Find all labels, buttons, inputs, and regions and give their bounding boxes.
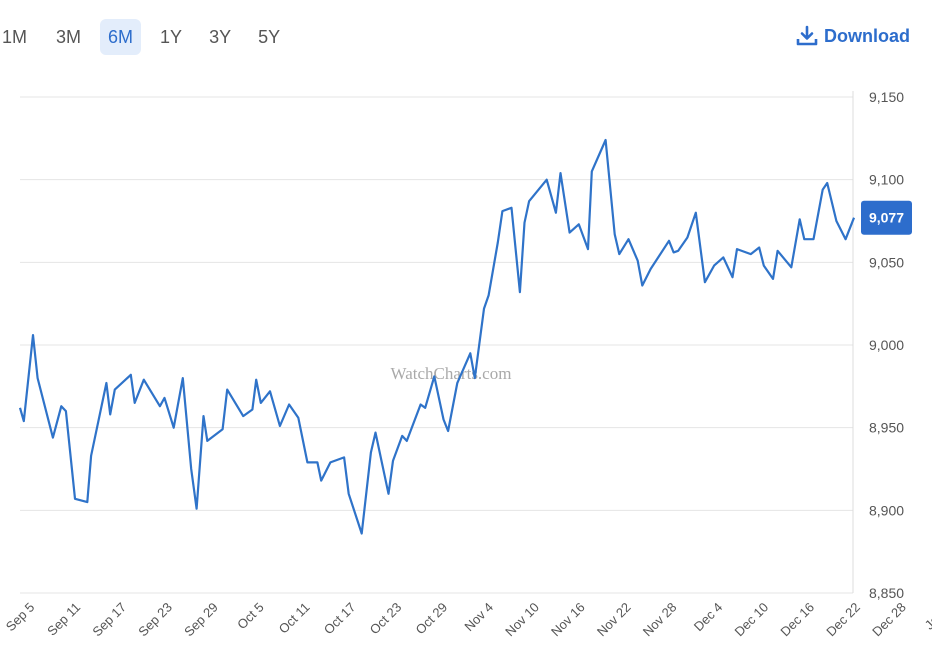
x-tick-label: Sep 17	[89, 600, 129, 640]
range-6m-button[interactable]: 6M	[100, 19, 142, 55]
x-tick-label: Oct 29	[413, 600, 451, 638]
x-tick-label: Dec 28	[869, 600, 909, 640]
current-price-badge-bg	[861, 200, 912, 235]
x-tick-label: Oct 23	[367, 600, 405, 638]
range-1y-button[interactable]: 1Y	[160, 26, 183, 47]
y-tick-label: 8,950	[869, 420, 904, 436]
download-label: Download	[824, 25, 910, 46]
y-tick-labels: 8,850 8,900 8,950 9,000 9,050 9,100 9,150	[869, 89, 904, 601]
range-5y-button[interactable]: 5Y	[258, 26, 281, 47]
current-price-badge: 9,077	[861, 200, 912, 235]
watermark: WatchCharts.com	[391, 364, 512, 383]
x-tick-label: Nov 4	[461, 600, 496, 635]
y-tick-label: 8,850	[869, 585, 904, 601]
x-tick-label: Nov 22	[594, 600, 634, 640]
x-tick-label: Nov 16	[548, 600, 588, 640]
x-tick-label: Nov 10	[502, 600, 542, 640]
x-tick-label: Dec 10	[732, 600, 772, 640]
x-tick-label: Sep 11	[44, 600, 83, 639]
x-tick-label: Oct 11	[276, 600, 313, 637]
download-button[interactable]: Download	[796, 25, 910, 47]
range-3y-button[interactable]: 3Y	[209, 26, 232, 47]
x-tick-label: Dec 4	[691, 600, 726, 635]
range-3m-button[interactable]: 3M	[56, 26, 82, 47]
x-tick-label: Oct 17	[321, 600, 359, 638]
download-icon	[796, 25, 818, 46]
x-tick-label: Jan 3	[922, 600, 932, 633]
range-selector: 1M 3M 6M 1Y 3Y 5Y	[0, 18, 299, 56]
y-tick-label: 9,050	[869, 254, 904, 270]
x-tick-label: Sep 5	[3, 600, 38, 635]
y-tick-label: 8,900	[869, 502, 904, 518]
price-series-line	[18, 138, 856, 535]
y-tick-label: 9,150	[869, 89, 904, 105]
x-tick-label: Sep 29	[181, 600, 221, 640]
y-tick-label: 9,000	[869, 337, 904, 353]
x-tick-label: Dec 22	[823, 600, 863, 640]
range-1m-button[interactable]: 1M	[2, 26, 28, 47]
x-tick-label: Dec 16	[777, 600, 817, 640]
grid-lines	[20, 96, 853, 594]
x-tick-labels: Sep 5 Sep 11 Sep 17 Sep 23 Sep 29 Oct 5 Oct 11…	[3, 600, 932, 640]
x-tick-label: Nov 28	[640, 600, 680, 640]
y-tick-label: 9,100	[869, 172, 904, 188]
x-tick-label: Oct 5	[234, 600, 267, 633]
current-price-label: 9,077	[869, 210, 904, 226]
x-tick-label: Sep 23	[135, 600, 175, 640]
